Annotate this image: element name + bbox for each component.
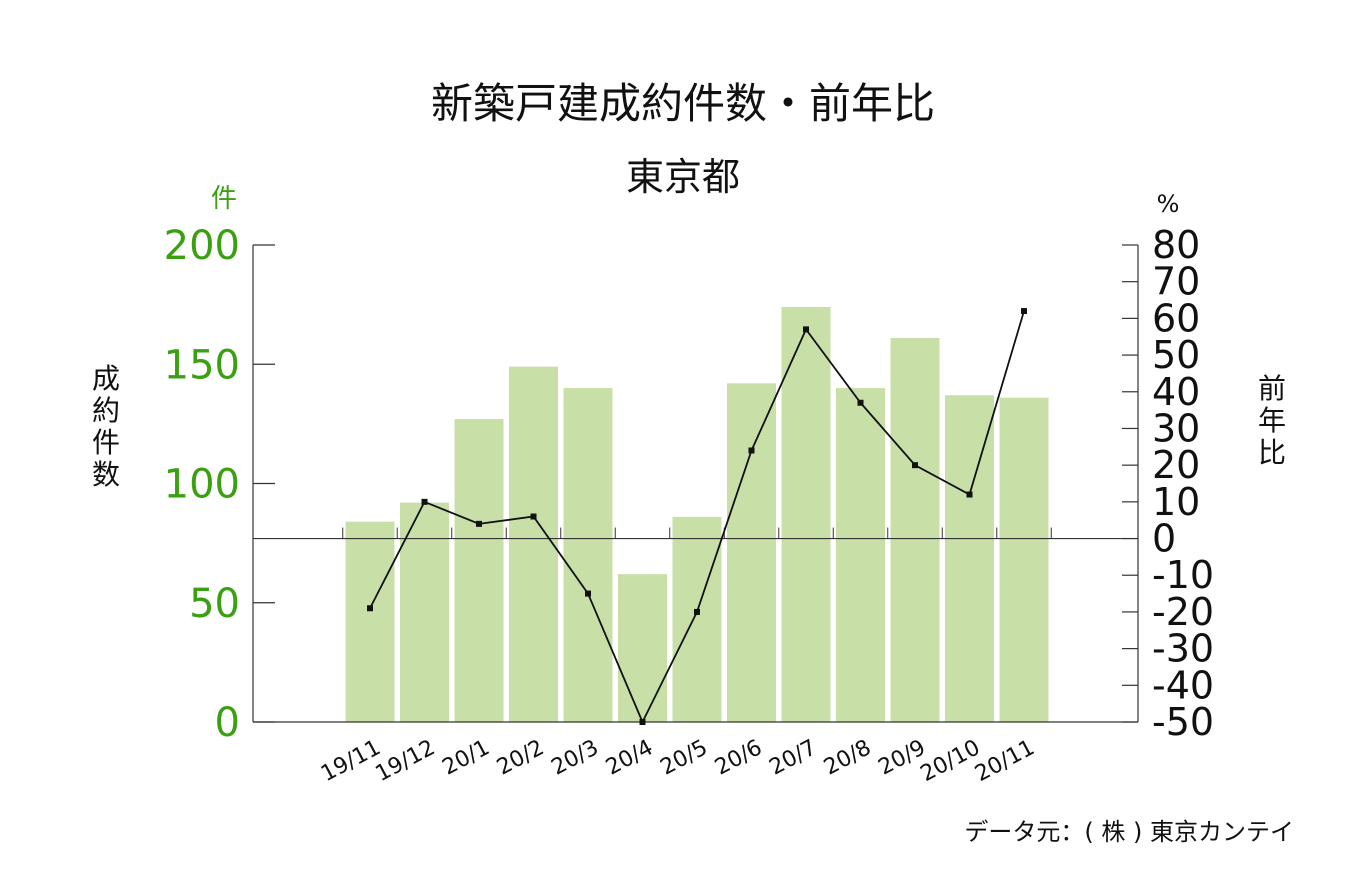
left-tick-label: 150: [164, 342, 240, 388]
x-tick-label: 20/7: [765, 735, 820, 780]
point-19/11: [367, 605, 373, 612]
right-tick-label: 20: [1152, 443, 1200, 487]
right-tick-label: 30: [1152, 406, 1200, 450]
x-tick-label: 20/4: [602, 735, 657, 780]
point-20/10: [966, 491, 973, 498]
right-tick-label: 70: [1152, 260, 1200, 304]
left-tick-label: 50: [189, 581, 240, 627]
right-tick-label: 10: [1152, 480, 1200, 524]
x-tick-label: 20/6: [711, 735, 766, 780]
point-20/9: [912, 462, 918, 469]
point-20/5: [694, 608, 700, 615]
bar-20/11: [999, 397, 1049, 722]
right-tick-label: 80: [1152, 223, 1200, 267]
bar-19/12: [400, 502, 449, 722]
data-source: データ元：( 株 ) 東京カンテイ: [964, 818, 1294, 846]
point-20/6: [748, 447, 755, 454]
x-tick-label: 20/8: [820, 735, 875, 780]
chart-subtitle: 東京都: [625, 155, 740, 199]
bar-20/7: [781, 307, 831, 722]
bar-20/4: [618, 574, 667, 722]
x-tick-label: 20/11: [971, 735, 1039, 787]
bar-20/3: [563, 388, 613, 722]
x-tick-label: 19/11: [317, 735, 385, 787]
bar-20/2: [509, 366, 558, 722]
x-tick-label: 20/1: [438, 735, 493, 780]
point-20/8: [857, 399, 864, 406]
x-tick-label: 20/5: [656, 735, 711, 780]
bar-20/10: [945, 395, 994, 722]
left-tick-label: 0: [215, 700, 240, 746]
bar-20/1: [454, 419, 504, 722]
line-series: [367, 308, 1027, 725]
axes: [252, 244, 1139, 723]
point-20/11: [1021, 308, 1027, 315]
bar-20/5: [672, 516, 722, 722]
right-tick-label: -30: [1152, 627, 1214, 671]
chart-title: 新築戸建成約件数・前年比: [430, 79, 935, 128]
right-tick-label: 50: [1152, 333, 1200, 377]
left-axis-title: 成約件数: [92, 362, 120, 491]
left-tick-label: 200: [164, 223, 240, 269]
bar-series: [345, 307, 1049, 722]
right-tick-label: 60: [1152, 296, 1200, 340]
left-axis-unit: 件: [211, 184, 237, 214]
left-tick-label: 100: [164, 462, 240, 508]
x-tick-label: 20/10: [917, 735, 985, 787]
point-20/2: [530, 513, 537, 520]
right-tick-label: -10: [1152, 553, 1214, 597]
point-20/4: [639, 719, 646, 725]
x-tick-label: 20/2: [493, 735, 548, 780]
bar-19/11: [345, 521, 395, 722]
x-tick-label: 20/3: [547, 735, 602, 780]
point-20/3: [585, 590, 591, 597]
bar-20/6: [727, 383, 776, 722]
point-20/7: [803, 326, 809, 333]
right-tick-label: -50: [1152, 700, 1214, 744]
right-axis-title: 前年比: [1258, 372, 1286, 469]
right-tick-label: 40: [1152, 370, 1200, 414]
point-19/12: [421, 498, 428, 505]
x-tick-label: 19/12: [372, 735, 440, 787]
bar-20/9: [890, 338, 940, 722]
right-axis-unit: %: [1157, 190, 1180, 218]
bar-20/8: [836, 388, 885, 722]
right-tick-label: -20: [1152, 590, 1214, 634]
right-tick-label: 0: [1152, 517, 1176, 561]
point-20/1: [476, 520, 482, 527]
right-tick-label: -40: [1152, 663, 1214, 707]
